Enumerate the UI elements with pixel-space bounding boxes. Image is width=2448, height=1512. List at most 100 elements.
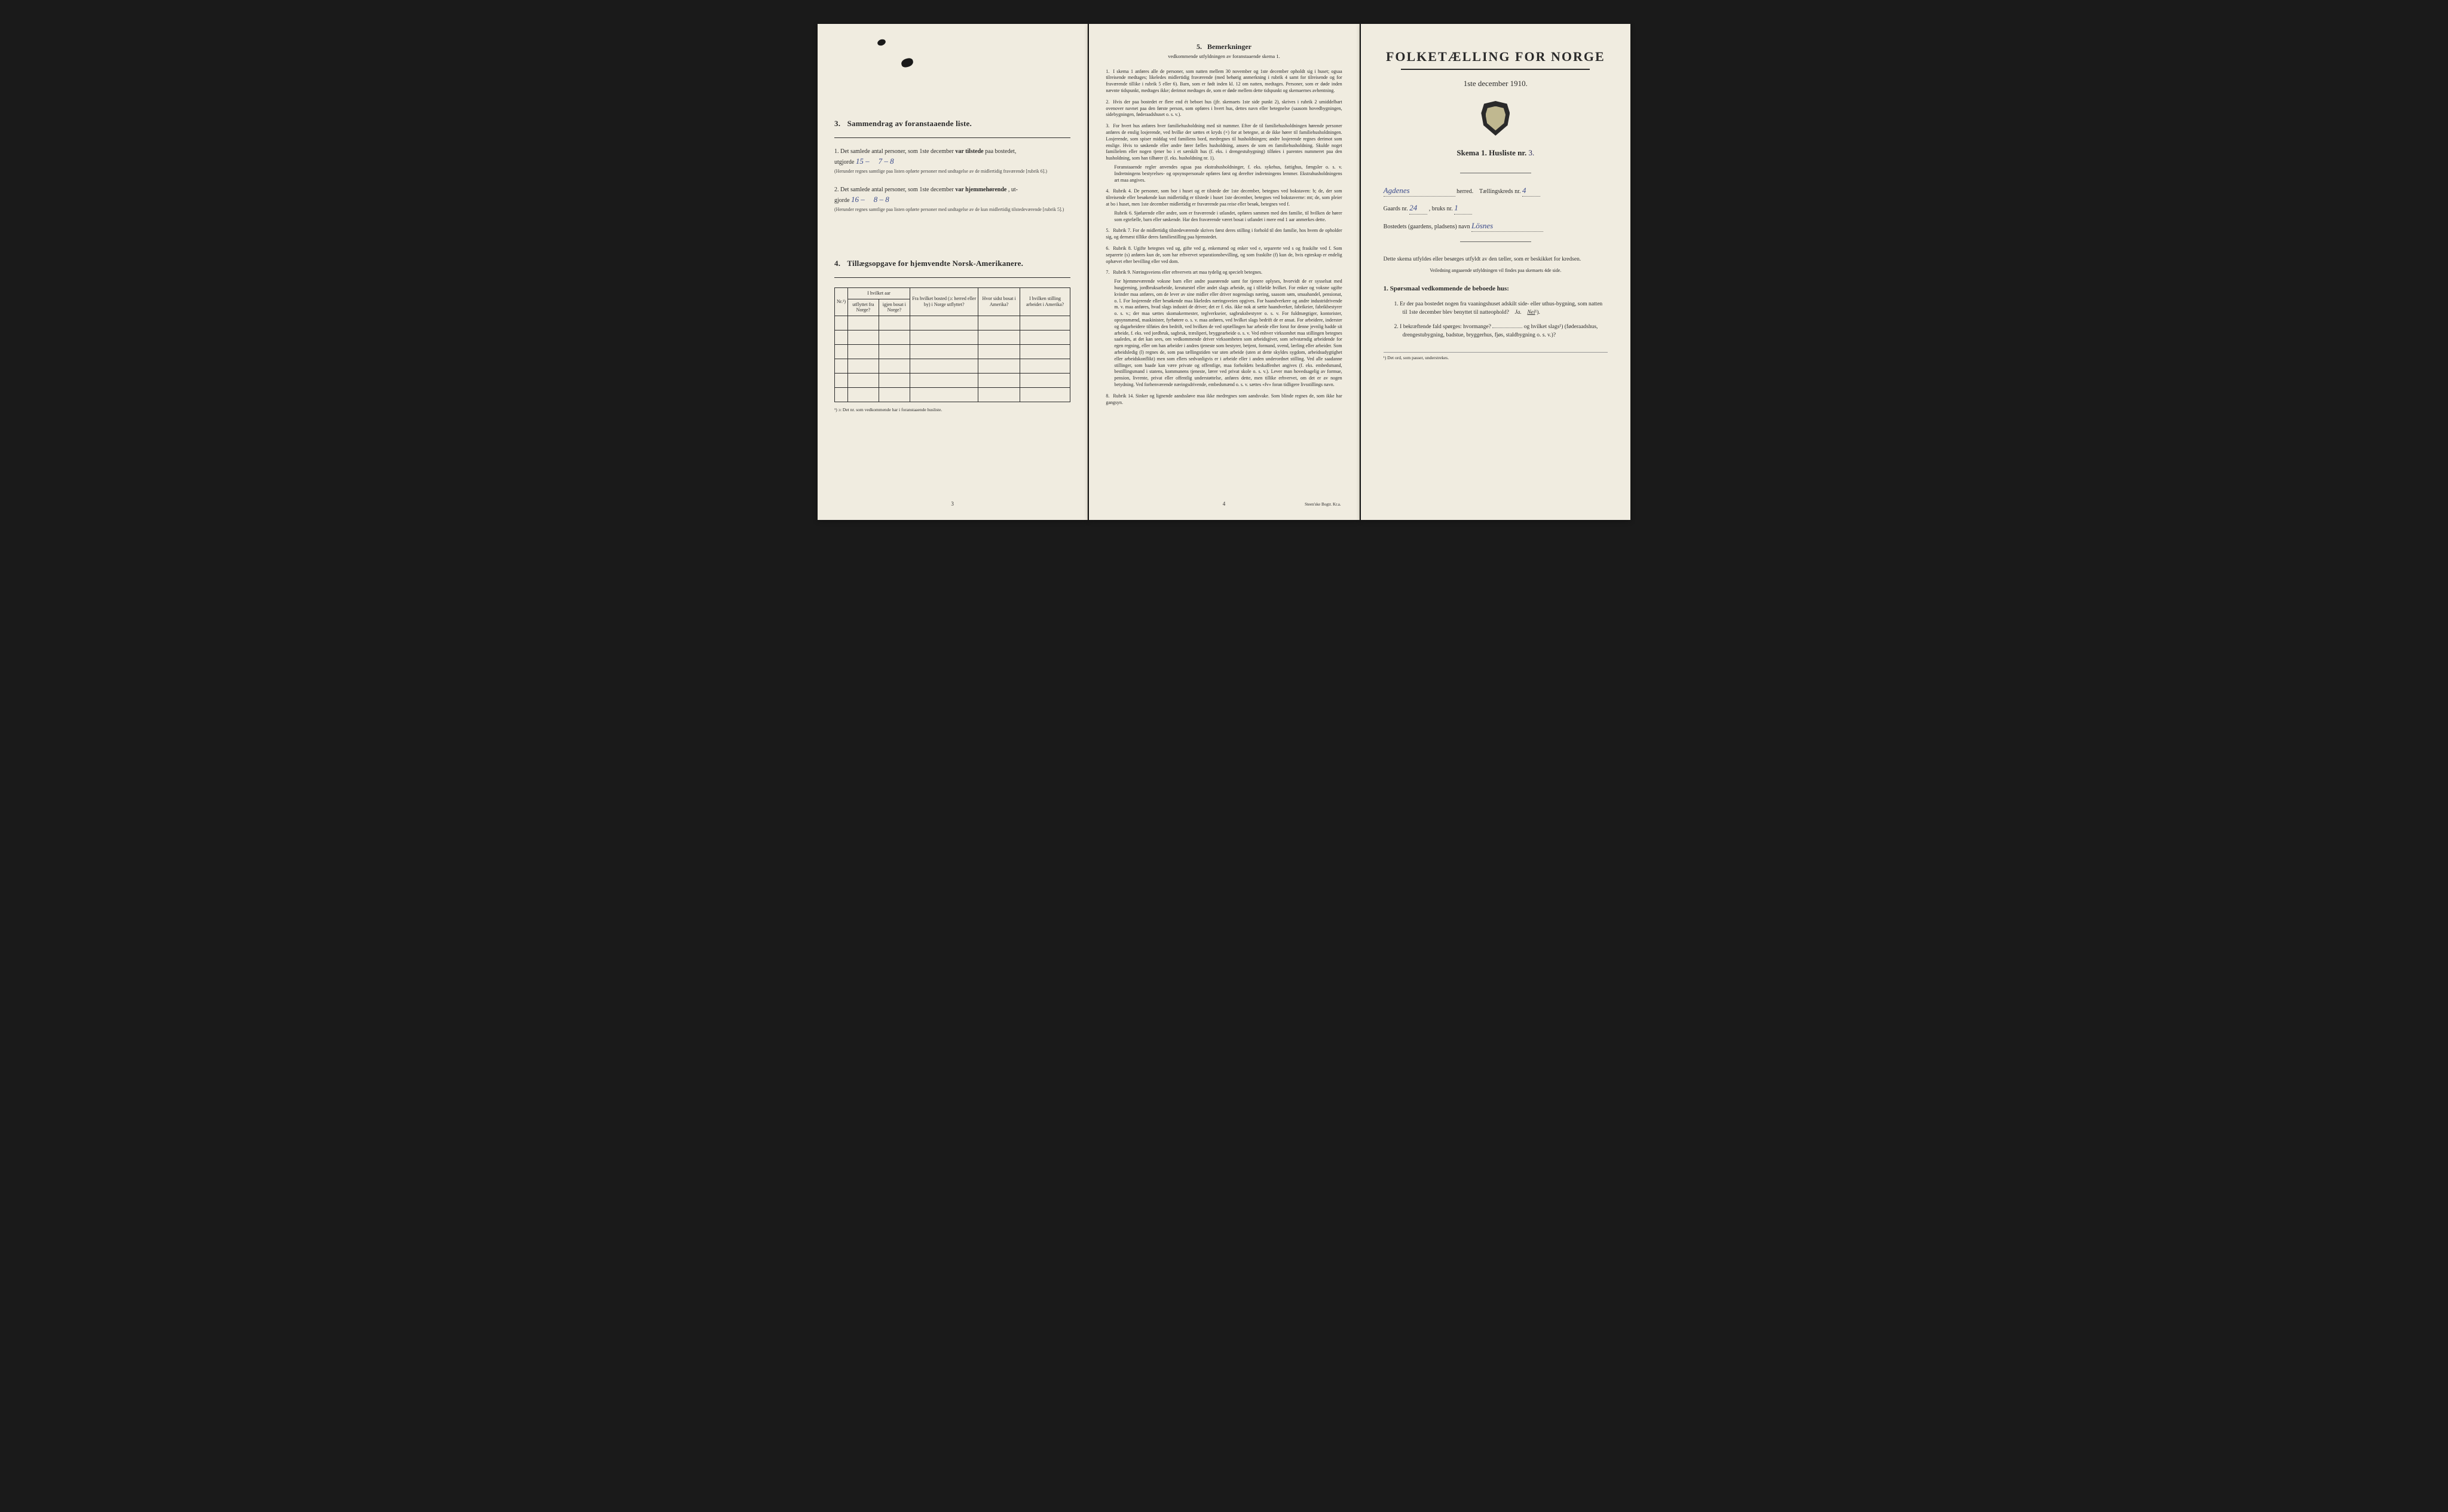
page-number: 3	[818, 500, 1087, 508]
remark-sub: Rubrik 6. Sjøfarende eller andre, som er…	[1114, 210, 1342, 224]
remark-num: 4.	[1106, 188, 1113, 195]
section-text: Sammendrag av foranstaaende liste.	[847, 119, 972, 128]
table-cell	[978, 359, 1020, 373]
remark-text: Rubrik 4. De personer, som bor i huset o…	[1106, 188, 1342, 207]
bruks-label: , bruks nr.	[1429, 206, 1453, 212]
page-1-cover: FOLKETÆLLING FOR NORGE 1ste december 191…	[1361, 24, 1630, 520]
herred-value: Agdenes	[1384, 185, 1455, 197]
kreds-value: 4	[1522, 185, 1540, 197]
remarks-title: 5. Bemerkninger	[1106, 42, 1342, 52]
remark-item: 3.For hvert hus anføres hver familiehush…	[1106, 123, 1342, 183]
divider	[834, 277, 1070, 278]
table-cell	[1020, 344, 1070, 359]
question-2: 2. Det samlede antal personer, som 1ste …	[834, 186, 1070, 213]
q-heading: 1. Spørsmaal vedkommende de beboede hus:	[1384, 284, 1608, 293]
section-num: 3.	[834, 119, 840, 128]
cover-q1: 1. Er der paa bostedet nogen fra vaaning…	[1394, 300, 1608, 317]
table-cell	[978, 316, 1020, 330]
skema-nr: 3.	[1529, 148, 1535, 157]
table-cell	[835, 330, 848, 344]
table-row	[835, 359, 1070, 373]
th-nr: Nr.¹)	[835, 288, 848, 316]
table-cell	[848, 344, 879, 359]
printer-mark: Steen'ske Bogtr. Kr.a.	[1305, 502, 1341, 508]
q2-num: 2.	[1394, 324, 1399, 330]
q2-prefix: 2. Det samlede antal personer, som 1ste …	[834, 186, 954, 193]
remark-text: Rubrik 14. Sinker og lignende aandssløve…	[1106, 393, 1342, 405]
q1-bold: var tilstede	[955, 148, 983, 155]
q2-suffix: , ut-	[1008, 186, 1018, 193]
table-cell	[848, 330, 879, 344]
remarks-subtitle: vedkommende utfyldningen av foranstaaend…	[1106, 53, 1342, 60]
table-cell	[879, 373, 910, 387]
remark-sub: For hjemmeværende voksne barn eller andr…	[1114, 278, 1342, 388]
remark-num: 1.	[1106, 69, 1113, 75]
table-cell	[835, 373, 848, 387]
skema-line: Skema 1. Husliste nr. 3.	[1378, 148, 1614, 158]
remark-text: Rubrik 8. Ugifte betegnes ved ug, gifte …	[1106, 246, 1342, 264]
gaard-row: Gaards nr. 24 , bruks nr. 1	[1378, 203, 1614, 214]
table-cell	[910, 373, 978, 387]
remark-text: Rubrik 9. Næringsveiens eller erhvervets…	[1113, 270, 1262, 275]
table-cell	[1020, 373, 1070, 387]
table-cell	[835, 359, 848, 373]
remark-num: 6.	[1106, 246, 1113, 252]
table-cell	[910, 316, 978, 330]
main-title: FOLKETÆLLING FOR NORGE	[1378, 48, 1614, 66]
remark-num: 3.	[1106, 123, 1113, 130]
questions-section: 1. Spørsmaal vedkommende de beboede hus:…	[1378, 284, 1614, 339]
title-rule	[1401, 69, 1590, 70]
table-cell	[978, 373, 1020, 387]
table-cell	[879, 344, 910, 359]
emigrant-table: Nr.¹) I hvilket aar Fra hvilket bosted (…	[834, 287, 1070, 402]
q2-text: I bekræftende fald spørges: hvormange?	[1400, 324, 1491, 330]
th-back: igjen bosat i Norge?	[879, 299, 910, 316]
section-4-title: 4. Tillægsopgave for hjemvendte Norsk-Am…	[834, 258, 1070, 269]
q1-note: (Herunder regnes samtlige paa listen opf…	[834, 168, 1070, 175]
herred-row: Agdenes herred. Tællingskreds nr. 4	[1378, 185, 1614, 197]
q1-nei: Nei	[1527, 310, 1535, 316]
right-footnote: ¹) Det ord, som passer, understrekes.	[1384, 352, 1608, 362]
bosted-row: Bostedets (gaardens, pladsens) navn Lösn…	[1378, 221, 1614, 232]
table-cell	[848, 359, 879, 373]
th-out: utflyttet fra Norge?	[848, 299, 879, 316]
table-row	[835, 344, 1070, 359]
q1-line2: utgjorde	[834, 159, 854, 166]
bosted-value: Lösnes	[1471, 221, 1543, 232]
section-text: Tillægsopgave for hjemvendte Norsk-Ameri…	[847, 259, 1023, 268]
th-occ: I hvilken stilling arbeidet i Amerika?	[1020, 288, 1070, 316]
emigrant-tbody	[835, 316, 1070, 402]
table-cell	[1020, 359, 1070, 373]
table-cell	[848, 316, 879, 330]
remark-num: 5.	[1106, 228, 1113, 234]
question-1: 1. Det samlede antal personer, som 1ste …	[834, 148, 1070, 175]
remark-text: I skema 1 anføres alle de personer, som …	[1106, 69, 1342, 93]
table-cell	[835, 344, 848, 359]
table-row	[835, 316, 1070, 330]
remark-num: 7.	[1106, 270, 1113, 276]
table-cell	[848, 387, 879, 402]
table-cell	[978, 387, 1020, 402]
remark-text: For hvert hus anføres hver familiehushol…	[1106, 123, 1342, 161]
census-date: 1ste december 1910.	[1378, 78, 1614, 89]
bruks-value: 1	[1454, 203, 1472, 214]
kreds-label: Tællingskreds nr.	[1479, 188, 1520, 195]
table-cell	[1020, 316, 1070, 330]
remark-item: 6.Rubrik 8. Ugifte betegnes ved ug, gift…	[1106, 246, 1342, 265]
instruction: Dette skema utfyldes eller besørges utfy…	[1384, 255, 1608, 264]
q1-ja: Ja.	[1515, 310, 1522, 316]
title-text: Bemerkninger	[1207, 42, 1251, 51]
q2-value: 16 –	[851, 195, 865, 204]
q1-text: Er der paa bostedet nogen fra vaaningshu…	[1400, 301, 1602, 316]
table-cell	[1020, 330, 1070, 344]
remark-item: 2.Hvis der paa bostedet er flere end ét …	[1106, 99, 1342, 118]
q1-num: 1.	[1394, 301, 1399, 307]
table-cell	[879, 359, 910, 373]
table-cell	[910, 344, 978, 359]
remark-num: 2.	[1106, 99, 1113, 106]
table-cell	[1020, 387, 1070, 402]
th-last: Hvor sidst bosat i Amerika?	[978, 288, 1020, 316]
section-num: 4.	[834, 259, 840, 268]
bosted-label: Bostedets (gaardens, pladsens) navn	[1384, 224, 1470, 230]
gaard-value: 24	[1409, 203, 1427, 214]
